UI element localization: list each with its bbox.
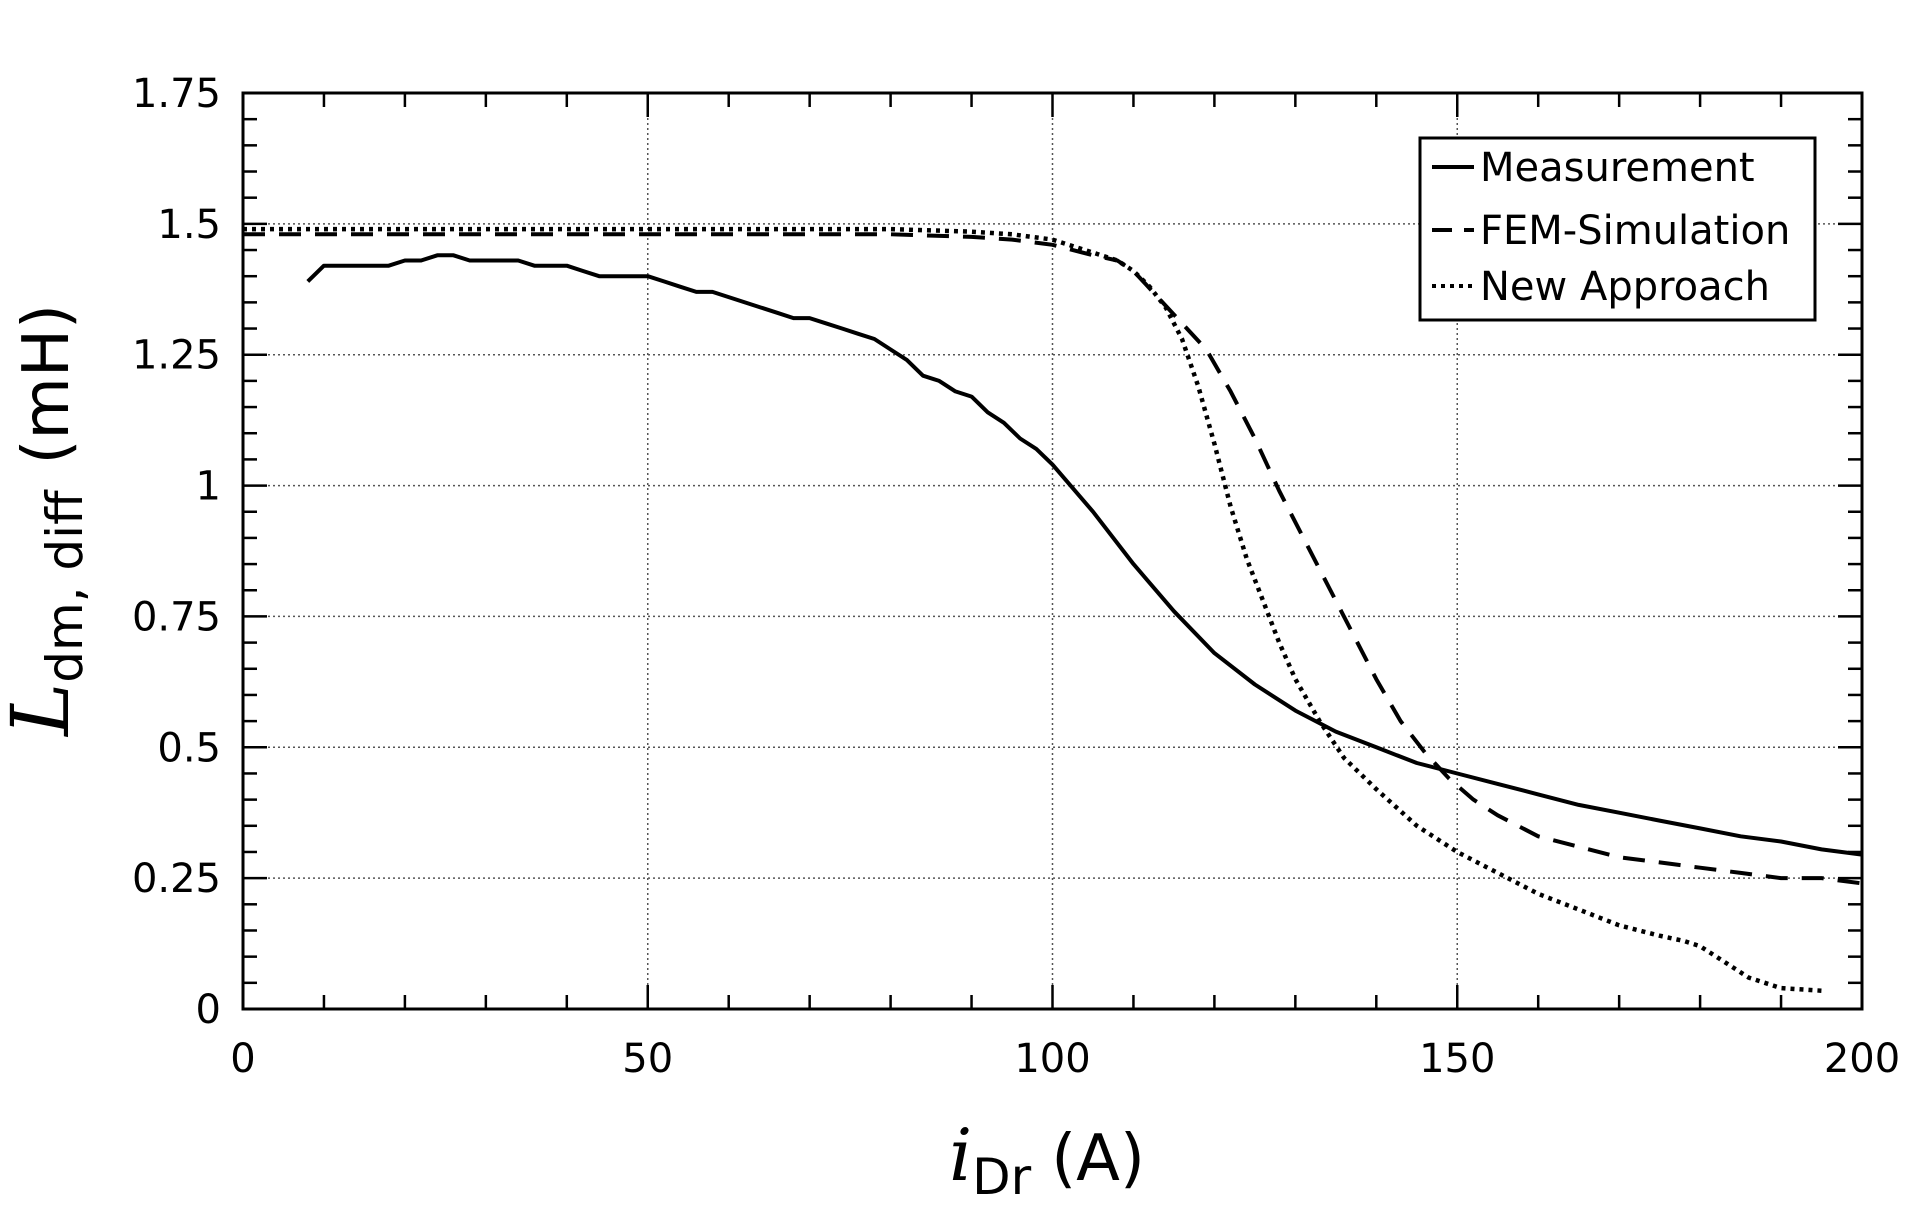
y-tick-label: 1.75 bbox=[132, 71, 221, 117]
y-tick-label: 1.25 bbox=[132, 333, 221, 379]
axis-ticks bbox=[241, 91, 1864, 1011]
legend: Measurement FEM-Simulation New Approach bbox=[1418, 136, 1817, 322]
legend-label-fem-simulation: FEM-Simulation bbox=[1480, 208, 1790, 254]
legend-label-measurement: Measurement bbox=[1480, 145, 1755, 191]
x-tick-label: 0 bbox=[230, 1036, 255, 1082]
series-line-fem-simulation bbox=[243, 232, 1863, 886]
x-tick-label: 100 bbox=[1014, 1036, 1090, 1082]
y-tick-label: 1 bbox=[196, 464, 221, 510]
x-tick-label: 50 bbox=[622, 1036, 673, 1082]
y-tick-label: 0.75 bbox=[132, 594, 221, 640]
plot-frame bbox=[241, 91, 1864, 1011]
series-lines bbox=[243, 226, 1863, 993]
tick-labels: 0 50 100 150 200 0 0.25 0.5 0.75 1 1.25 1.5 1.75 bbox=[132, 71, 1900, 1082]
x-tick-label: 200 bbox=[1824, 1036, 1900, 1082]
x-axis-subscript: Dr bbox=[972, 1148, 1032, 1206]
y-tick-label: 1.5 bbox=[157, 202, 221, 248]
y-tick-label: 0.25 bbox=[132, 856, 221, 902]
legend-label-new-approach: New Approach bbox=[1480, 264, 1770, 310]
y-axis-symbol: L bbox=[0, 683, 87, 738]
series-line-measurement bbox=[306, 253, 1863, 857]
y-tick-label: 0 bbox=[196, 987, 221, 1033]
series-line-new-approach bbox=[243, 226, 1822, 993]
x-tick-label: 150 bbox=[1419, 1036, 1495, 1082]
x-axis-symbol: i bbox=[949, 1113, 972, 1197]
legend-box bbox=[1418, 136, 1817, 322]
y-tick-label: 0.5 bbox=[157, 725, 221, 771]
x-axis-title: iDr (A) bbox=[949, 1113, 1145, 1206]
y-axis-unit: (mH) bbox=[10, 304, 84, 464]
y-axis-title: Ldm, diff (mH) bbox=[0, 304, 94, 738]
x-axis-unit: (A) bbox=[1051, 1122, 1145, 1196]
y-axis-subscript: dm, diff bbox=[36, 489, 94, 683]
